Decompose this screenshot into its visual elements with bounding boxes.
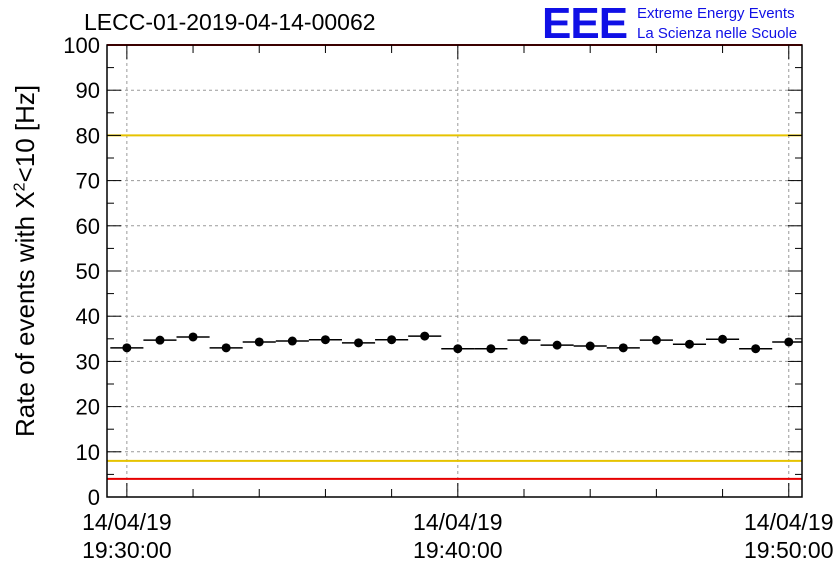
data-point	[354, 338, 364, 348]
x-tick-label-time: 19:50:00	[744, 537, 834, 563]
data-point	[287, 336, 297, 346]
run-title: LECC-01-2019-04-14-00062	[84, 9, 376, 35]
data-point	[122, 343, 132, 353]
data-point	[585, 341, 595, 351]
y-tick-label: 10	[76, 440, 100, 465]
data-point	[486, 344, 496, 354]
eee-logo-caption: Extreme Energy Events La Scienza nelle S…	[637, 4, 797, 44]
data-point	[552, 340, 562, 350]
y-tick-label: 70	[76, 169, 100, 194]
y-tick-label: 40	[76, 304, 100, 329]
data-point	[387, 335, 397, 345]
data-point	[684, 339, 694, 349]
data-point	[519, 335, 529, 345]
data-point	[784, 337, 794, 347]
data-point	[420, 331, 430, 341]
logo-line-2: La Scienza nelle Scuole	[637, 25, 798, 42]
data-point	[718, 334, 728, 344]
y-tick-label: 90	[76, 78, 100, 103]
y-tick-label: 30	[76, 349, 100, 374]
data-point	[618, 343, 628, 353]
x-tick-label-date: 14/04/19	[413, 509, 503, 535]
logo-line-1: Extreme Energy Events	[637, 5, 795, 22]
data-point	[751, 344, 761, 354]
y-tick-label: 20	[76, 395, 100, 420]
data-point	[188, 332, 198, 342]
x-tick-label-date: 14/04/19	[744, 509, 834, 535]
data-point	[453, 344, 463, 354]
x-tick-label-time: 19:40:00	[413, 537, 503, 563]
eee-logo: EEE	[542, 0, 628, 48]
data-point	[155, 335, 165, 345]
y-tick-label: 60	[76, 214, 100, 239]
data-point	[320, 335, 330, 345]
data-point	[221, 343, 231, 353]
x-tick-label-date: 14/04/19	[82, 509, 172, 535]
data-point	[651, 335, 661, 345]
y-tick-label: 80	[76, 123, 100, 148]
y-tick-label: 0	[88, 485, 100, 510]
y-tick-label: 50	[76, 259, 100, 284]
data-point	[254, 337, 264, 347]
x-tick-label-time: 19:30:00	[82, 537, 172, 563]
y-tick-label: 100	[63, 33, 100, 58]
